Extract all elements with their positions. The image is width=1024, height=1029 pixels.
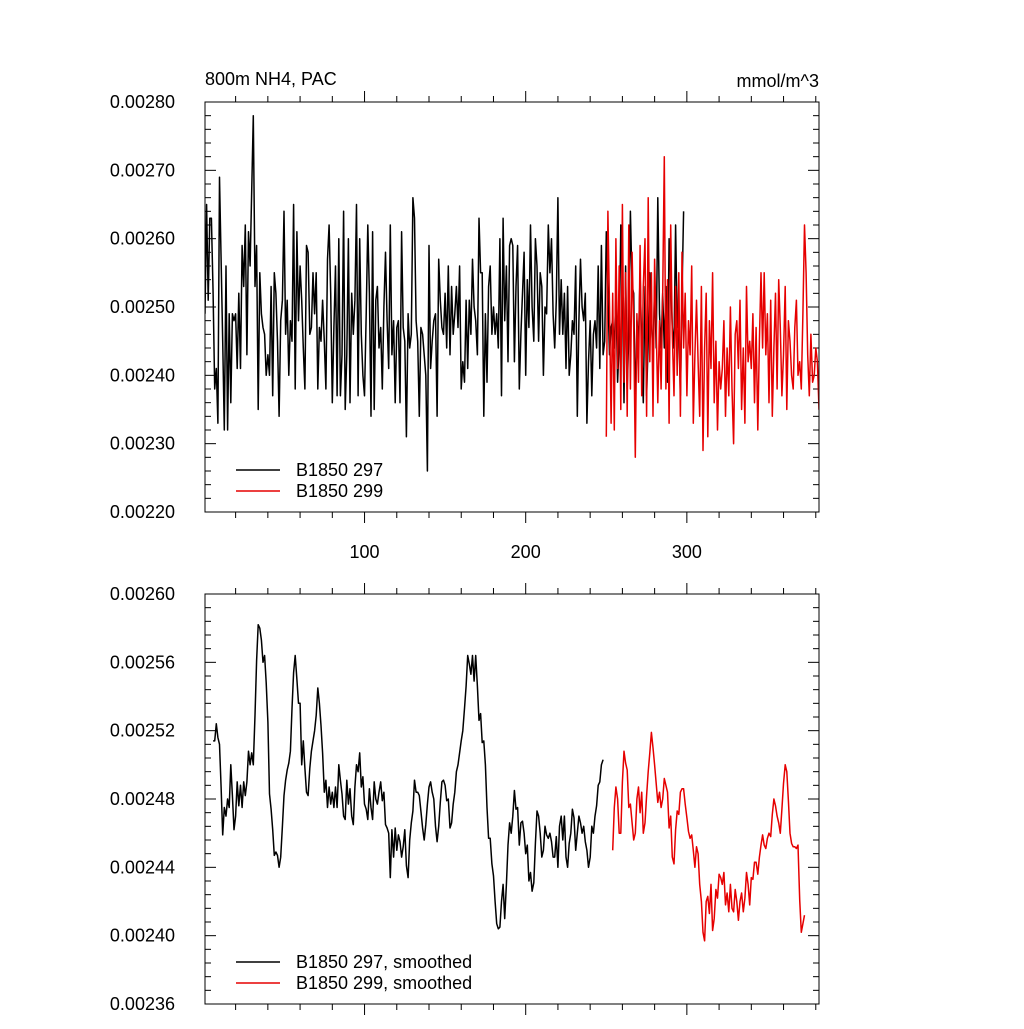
top-panel-ticks: 0.00220 0.00230 0.00240 0.00250 0.00260 0.002…: [110, 91, 819, 562]
y-tick-label: 0.00256: [110, 652, 175, 672]
legend-entry: B1850 297: [296, 460, 383, 480]
y-tick-label: 0.00252: [110, 721, 175, 741]
legend-entry: B1850 299, smoothed: [296, 973, 472, 993]
top-panel-frame: [204, 101, 820, 513]
y-tick-label: 0.00240: [110, 365, 175, 385]
y-tick-label: 0.00260: [110, 584, 175, 604]
y-tick-label: 0.00250: [110, 297, 175, 317]
y-tick-label: 0.00270: [110, 160, 175, 180]
legend-entry: B1850 297, smoothed: [296, 952, 472, 972]
y-tick-label: 0.00244: [110, 857, 175, 877]
x-tick-label: 300: [672, 542, 702, 562]
x-tick-label: 200: [511, 542, 541, 562]
x-tick-label: 100: [350, 542, 380, 562]
y-tick-label: 0.00280: [110, 92, 175, 112]
y-tick-label: 0.00240: [110, 926, 175, 946]
top-panel-series: [205, 114, 819, 472]
units-label: mmol/m^3: [737, 71, 819, 91]
series-line-b1850-297: [205, 114, 685, 472]
series-line-b1850-299: [611, 731, 806, 942]
legend-entry: B1850 299: [296, 481, 383, 501]
bottom-panel-series: [213, 623, 806, 942]
bottom-panel-frame: [204, 593, 820, 1005]
y-tick-label: 0.00220: [110, 502, 175, 522]
bottom-panel-ticks: 0.00236 0.00240 0.00244 0.00248 0.00252 0.002…: [110, 583, 819, 1015]
series-line-b1850-297: [213, 623, 604, 930]
y-tick-label: 0.00260: [110, 229, 175, 249]
series-line-b1850-299: [605, 155, 819, 459]
y-tick-label: 0.00230: [110, 434, 175, 454]
y-tick-label: 0.00236: [110, 994, 175, 1014]
y-tick-label: 0.00248: [110, 789, 175, 809]
chart-title: 800m NH4, PAC: [205, 69, 337, 89]
